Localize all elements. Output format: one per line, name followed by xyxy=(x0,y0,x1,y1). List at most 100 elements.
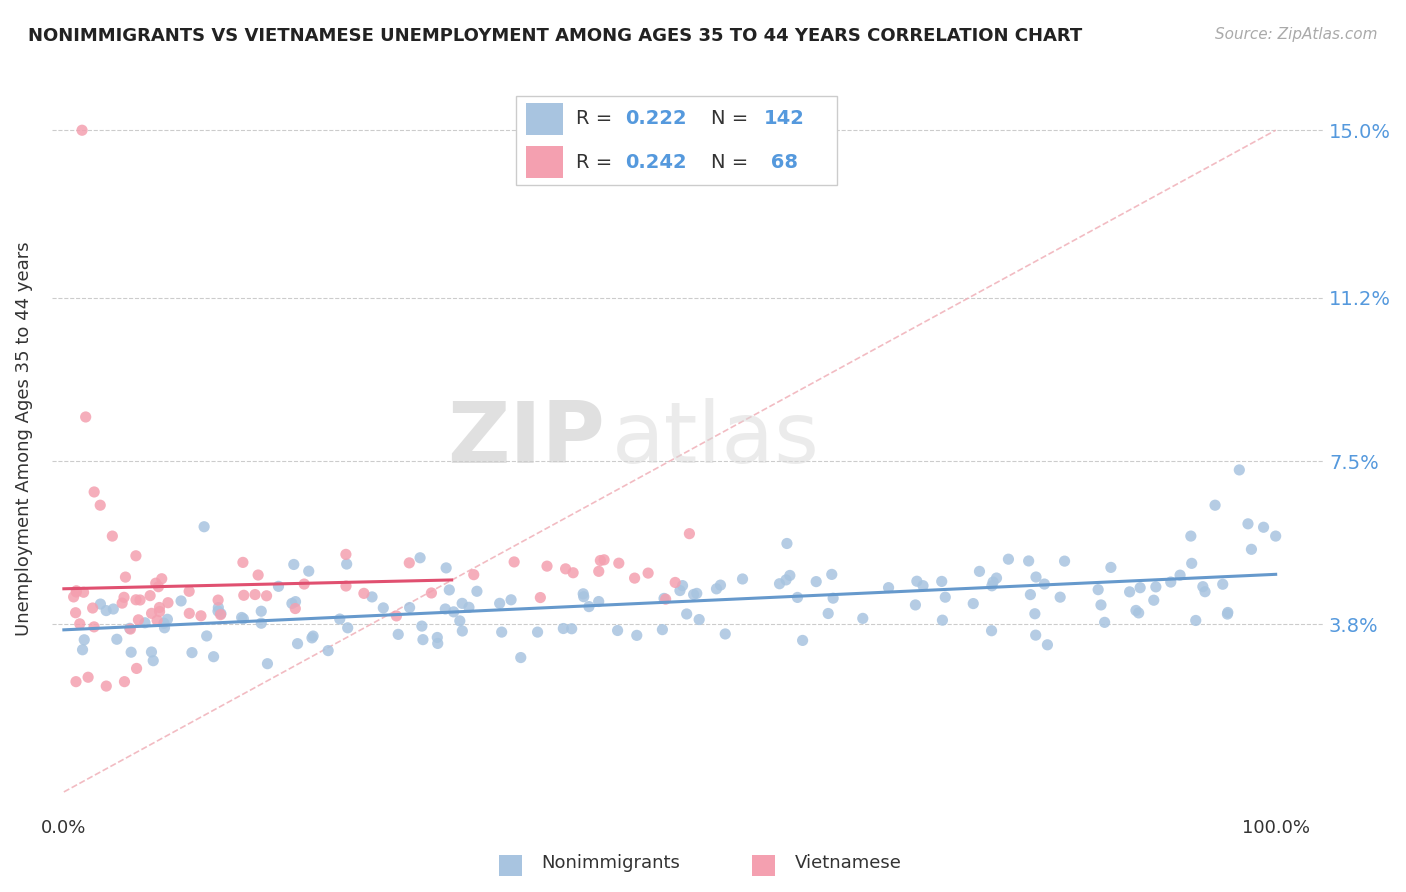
Point xyxy=(572,590,595,604)
Point xyxy=(589,553,612,567)
Point xyxy=(89,597,111,611)
Point xyxy=(209,607,232,622)
FancyBboxPatch shape xyxy=(516,95,837,186)
Point xyxy=(329,612,352,626)
Point xyxy=(243,588,266,602)
Point xyxy=(1144,580,1167,594)
Point xyxy=(284,594,307,608)
Point xyxy=(709,578,731,592)
Point xyxy=(686,586,709,600)
Point xyxy=(986,571,1008,585)
Point xyxy=(83,485,105,500)
Point xyxy=(434,561,457,575)
Point xyxy=(65,585,87,599)
Point xyxy=(1227,463,1250,477)
Point xyxy=(195,629,218,643)
Point xyxy=(554,562,576,576)
Point xyxy=(127,613,149,627)
Point xyxy=(1033,577,1056,591)
Point xyxy=(207,600,229,615)
Point xyxy=(65,674,87,689)
Point xyxy=(65,606,87,620)
Point xyxy=(398,556,420,570)
Point xyxy=(536,559,558,574)
Point xyxy=(96,604,118,618)
Point xyxy=(1087,582,1109,597)
Point xyxy=(1118,585,1140,599)
Point xyxy=(529,591,551,605)
Point xyxy=(284,601,307,615)
Point xyxy=(75,409,97,424)
Point xyxy=(420,586,443,600)
Point xyxy=(287,637,309,651)
Point xyxy=(142,654,165,668)
Point xyxy=(792,633,814,648)
Point xyxy=(852,611,875,625)
Point xyxy=(606,624,628,638)
Point xyxy=(129,593,152,607)
Point xyxy=(148,580,170,594)
Point xyxy=(588,565,610,579)
Point xyxy=(934,590,956,604)
Point xyxy=(250,616,273,631)
Point xyxy=(411,619,433,633)
Point xyxy=(281,596,304,610)
Point xyxy=(669,583,692,598)
Point xyxy=(83,620,105,634)
Point xyxy=(877,581,900,595)
Point xyxy=(1160,575,1182,590)
Point xyxy=(256,589,278,603)
Point xyxy=(706,582,728,596)
Point xyxy=(904,598,927,612)
Point xyxy=(1053,554,1076,568)
Point xyxy=(443,605,465,619)
Point xyxy=(336,621,359,635)
Point xyxy=(1204,498,1226,512)
Point xyxy=(1181,557,1204,571)
Text: 142: 142 xyxy=(765,110,806,128)
Point xyxy=(1090,598,1112,612)
Point xyxy=(1049,590,1071,604)
Text: atlas: atlas xyxy=(612,398,820,481)
Point xyxy=(120,622,142,636)
Point xyxy=(768,576,790,591)
Point xyxy=(823,591,845,606)
Text: R =: R = xyxy=(576,110,619,128)
Point xyxy=(1129,581,1152,595)
Point xyxy=(997,552,1019,566)
Point xyxy=(156,612,179,626)
Point xyxy=(654,592,676,607)
Point xyxy=(335,579,357,593)
Point xyxy=(118,621,141,635)
Point xyxy=(491,625,513,640)
Point xyxy=(561,622,583,636)
Point xyxy=(593,553,616,567)
Point xyxy=(1212,577,1234,591)
Point xyxy=(626,628,648,642)
Point xyxy=(588,594,610,608)
Point xyxy=(499,592,522,607)
Point xyxy=(526,625,548,640)
Point xyxy=(114,570,136,584)
Point xyxy=(714,627,737,641)
Point xyxy=(1143,593,1166,607)
Point xyxy=(439,582,461,597)
Point xyxy=(962,597,984,611)
Point xyxy=(969,565,991,579)
Point xyxy=(1019,588,1042,602)
Point xyxy=(148,600,170,615)
Point xyxy=(385,608,408,623)
Point xyxy=(111,596,134,610)
Text: R =: R = xyxy=(576,153,619,171)
Point xyxy=(1180,529,1202,543)
Point xyxy=(1099,560,1122,574)
Point xyxy=(931,613,953,627)
Point xyxy=(336,557,359,571)
Point xyxy=(134,615,156,630)
Point xyxy=(292,577,315,591)
Point xyxy=(120,645,142,659)
Point xyxy=(731,572,754,586)
Point xyxy=(62,590,84,604)
Point xyxy=(1036,638,1059,652)
Point xyxy=(911,579,934,593)
